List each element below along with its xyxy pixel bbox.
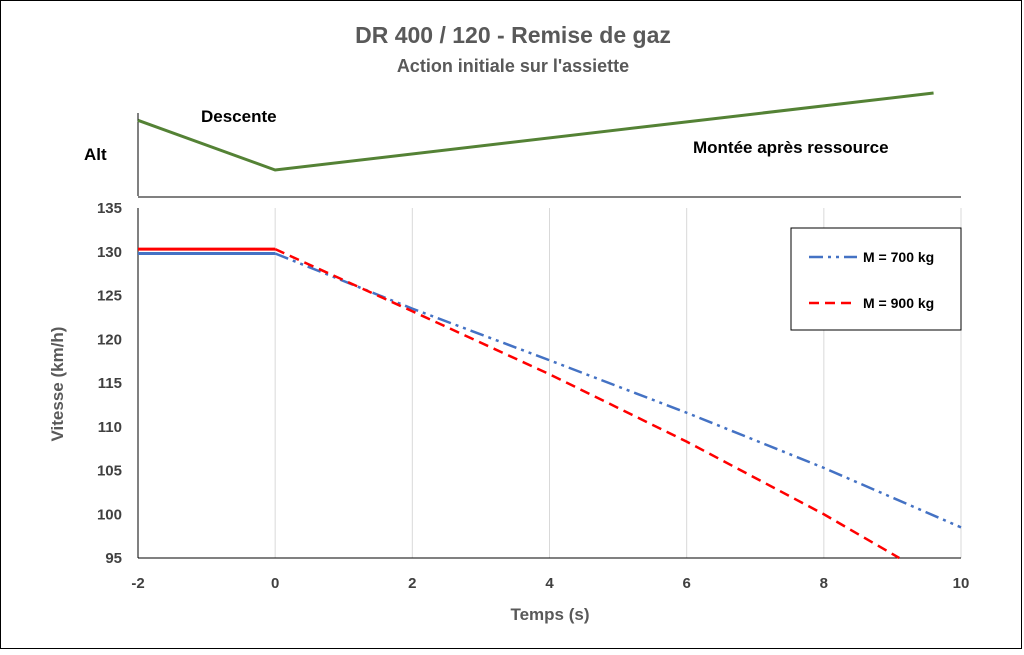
- y-tick-label: 115: [98, 375, 122, 392]
- y-axis-label: Vitesse (km/h): [48, 327, 67, 442]
- x-tick-labels: -2 0 2 4 6 8 10: [131, 575, 969, 592]
- chart-subtitle: Action initiale sur l'assiette: [397, 56, 629, 76]
- series-line-descending: [274, 252, 962, 529]
- x-tick-label: -2: [131, 575, 144, 592]
- x-tick-label: 6: [682, 575, 690, 592]
- axes: [137, 208, 961, 559]
- series-lines: [138, 247, 962, 560]
- y-tick-label: 135: [97, 200, 122, 217]
- y-tick-label: 110: [98, 419, 122, 436]
- y-tick-label: 100: [97, 506, 122, 523]
- x-tick-label: 10: [953, 575, 970, 592]
- descent-annotation: Descente: [201, 107, 277, 126]
- y-tick-label: 95: [105, 550, 122, 567]
- legend-label: M = 700 kg: [863, 249, 934, 265]
- x-tick-label: 2: [408, 575, 416, 592]
- x-axis-label: Temps (s): [510, 605, 589, 624]
- x-tick-label: 8: [820, 575, 828, 592]
- y-tick-label: 120: [97, 331, 122, 348]
- legend: M = 700 kg M = 900 kg: [790, 227, 962, 331]
- x-tick-label: 4: [545, 575, 554, 592]
- altitude-panel: Alt Descente Montée après ressource: [84, 91, 961, 198]
- legend-label: M = 900 kg: [863, 295, 934, 311]
- legend-box: [790, 227, 962, 331]
- series-line-descending: [274, 247, 900, 560]
- x-tick-label: 0: [271, 575, 279, 592]
- chart-title: DR 400 / 120 - Remise de gaz: [355, 22, 671, 48]
- y-tick-labels: 95 100 105 110 115 120 125 130 135: [97, 200, 122, 567]
- alt-label: Alt: [84, 145, 107, 164]
- climb-annotation: Montée après ressource: [693, 138, 889, 157]
- y-tick-label: 130: [97, 244, 122, 261]
- altitude-line: [137, 91, 934, 172]
- y-tick-label: 105: [97, 463, 122, 480]
- y-tick-label: 125: [97, 288, 122, 305]
